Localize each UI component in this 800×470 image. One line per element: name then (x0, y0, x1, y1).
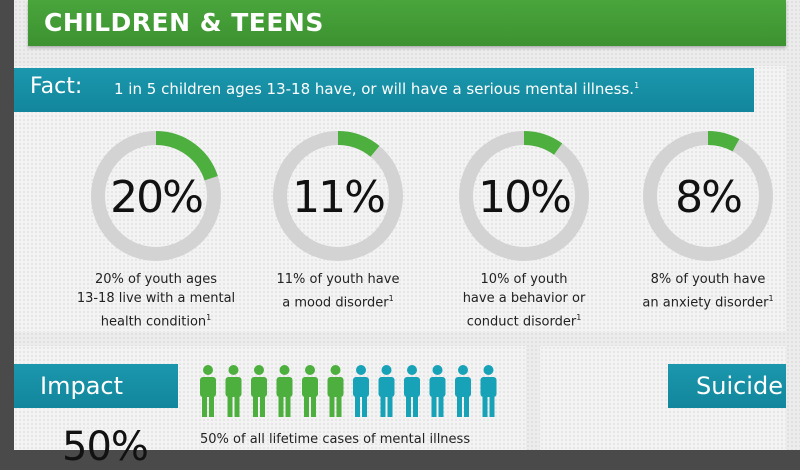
stat-line: conduct disorder (466, 314, 577, 330)
donut-ring (643, 131, 773, 261)
impact-text: 50% of all lifetime cases of mental illn… (200, 432, 471, 447)
fact-text-body: 1 in 5 children ages 13-18 have, or will… (114, 80, 635, 98)
stat-description: 11% of youth have a mood disorder1 (248, 270, 428, 312)
person-icon (404, 365, 420, 417)
stat-footnote: 1 (388, 294, 394, 303)
stat-line-last: a mood disorder1 (248, 289, 428, 312)
person-icon (353, 365, 369, 417)
fact-footnote: 1 (634, 81, 640, 90)
person-icon (200, 365, 216, 417)
suicide-title: Suicide (696, 372, 783, 400)
stat-mood-disorder: 11% 11% of youth have a mood disorder1 (248, 128, 428, 328)
stat-percent: 10% (478, 172, 572, 223)
person-icon (455, 365, 471, 417)
stat-percent: 8% (675, 172, 743, 223)
stat-line: have a behavior or (462, 291, 586, 306)
fact-banner: Fact: 1 in 5 children ages 13-18 have, o… (14, 68, 754, 112)
donut-ring (273, 131, 403, 261)
stat-description: 8% of youth have an anxiety disorder1 (618, 270, 798, 312)
stat-line-last: conduct disorder1 (434, 308, 614, 331)
stat-line: 13-18 live with a mental (76, 291, 236, 306)
donut-ring (459, 131, 589, 261)
stat-youth-mental-condition: 20% 20% of youth ages 13-18 live with a … (66, 128, 246, 331)
stat-percent: 20% (110, 172, 204, 223)
ring-arc (273, 131, 403, 261)
stat-line: 20% of youth ages (94, 272, 218, 287)
person-icon (276, 365, 293, 417)
people-row (200, 365, 497, 417)
stat-line: 11% of youth have (276, 272, 400, 287)
ring-arc (643, 131, 773, 261)
person-icon (327, 365, 344, 417)
stat-footnote: 1 (206, 313, 212, 322)
person-icon (251, 365, 267, 417)
header-banner: CHILDREN & TEENS (28, 0, 786, 46)
stat-line: health condition (100, 314, 207, 330)
impact-banner: Impact (14, 364, 178, 408)
stat-description: 20% of youth ages 13-18 live with a ment… (66, 270, 246, 331)
fact-label: Fact: (30, 74, 83, 99)
person-icon (302, 365, 318, 417)
stat-line: an anxiety disorder (642, 295, 769, 311)
stat-footnote: 1 (576, 313, 582, 322)
stat-percent: 11% (292, 172, 386, 223)
stat-line-last: an anxiety disorder1 (618, 289, 798, 312)
stat-line-last: health condition1 (66, 308, 246, 331)
person-icon (225, 365, 242, 417)
person-icon (378, 365, 395, 417)
ring-arc (459, 131, 589, 261)
page-title: CHILDREN & TEENS (44, 8, 324, 37)
fact-text: 1 in 5 children ages 13-18 have, or will… (114, 80, 639, 98)
stat-line: 10% of youth (480, 272, 568, 287)
stat-line: 8% of youth have (650, 272, 766, 287)
impact-title: Impact (40, 372, 124, 400)
donut-ring (91, 131, 221, 261)
stat-footnote: 1 (768, 294, 774, 303)
person-icon (429, 365, 446, 417)
stat-behavior-disorder: 10% 10% of youth have a behavior or cond… (434, 128, 614, 331)
person-icon (480, 365, 497, 417)
stat-anxiety-disorder: 8% 8% of youth have an anxiety disorder1 (618, 128, 798, 328)
stat-description: 10% of youth have a behavior or conduct … (434, 270, 614, 331)
stat-line: a mood disorder (282, 295, 389, 311)
suicide-banner: Suicide (668, 364, 786, 408)
ring-arc (91, 131, 221, 261)
impact-big-percent: 50% (62, 424, 149, 470)
